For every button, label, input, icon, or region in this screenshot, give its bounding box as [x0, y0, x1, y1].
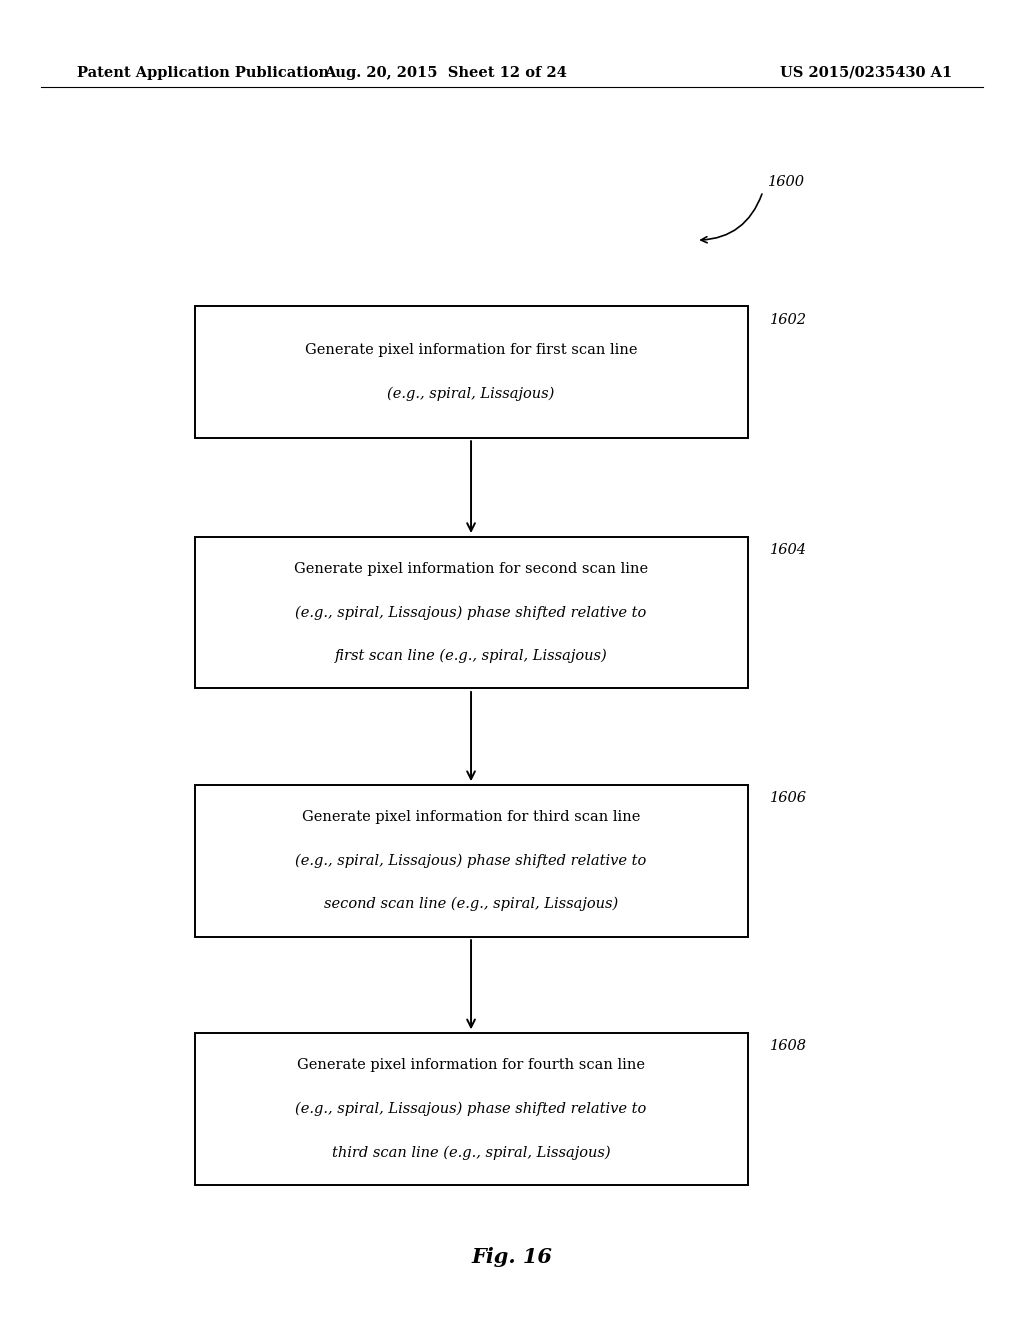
Text: second scan line (e.g., spiral, Lissajous): second scan line (e.g., spiral, Lissajou…: [324, 898, 618, 911]
Text: (e.g., spiral, Lissajous) phase shifted relative to: (e.g., spiral, Lissajous) phase shifted …: [295, 1102, 647, 1115]
Text: 1600: 1600: [768, 176, 805, 189]
FancyArrowPatch shape: [701, 194, 762, 243]
Text: 1602: 1602: [770, 313, 807, 327]
Bar: [195, 784, 748, 937]
Text: 1608: 1608: [770, 1040, 807, 1053]
Text: Generate pixel information for third scan line: Generate pixel information for third sca…: [302, 810, 640, 824]
Text: Patent Application Publication: Patent Application Publication: [77, 66, 329, 79]
Text: first scan line (e.g., spiral, Lissajous): first scan line (e.g., spiral, Lissajous…: [335, 649, 607, 663]
Text: Generate pixel information for fourth scan line: Generate pixel information for fourth sc…: [297, 1059, 645, 1072]
Text: (e.g., spiral, Lissajous) phase shifted relative to: (e.g., spiral, Lissajous) phase shifted …: [295, 606, 647, 619]
Text: 1604: 1604: [770, 544, 807, 557]
Bar: [195, 1032, 748, 1185]
Bar: [195, 306, 748, 438]
Text: Fig. 16: Fig. 16: [472, 1246, 552, 1267]
Text: Generate pixel information for first scan line: Generate pixel information for first sca…: [305, 343, 637, 358]
Text: (e.g., spiral, Lissajous): (e.g., spiral, Lissajous): [387, 387, 555, 401]
Text: (e.g., spiral, Lissajous) phase shifted relative to: (e.g., spiral, Lissajous) phase shifted …: [295, 854, 647, 867]
Bar: [195, 537, 748, 689]
Text: Generate pixel information for second scan line: Generate pixel information for second sc…: [294, 562, 648, 576]
Text: US 2015/0235430 A1: US 2015/0235430 A1: [780, 66, 952, 79]
Text: third scan line (e.g., spiral, Lissajous): third scan line (e.g., spiral, Lissajous…: [332, 1146, 610, 1159]
Text: Aug. 20, 2015  Sheet 12 of 24: Aug. 20, 2015 Sheet 12 of 24: [324, 66, 567, 79]
Text: 1606: 1606: [770, 792, 807, 805]
